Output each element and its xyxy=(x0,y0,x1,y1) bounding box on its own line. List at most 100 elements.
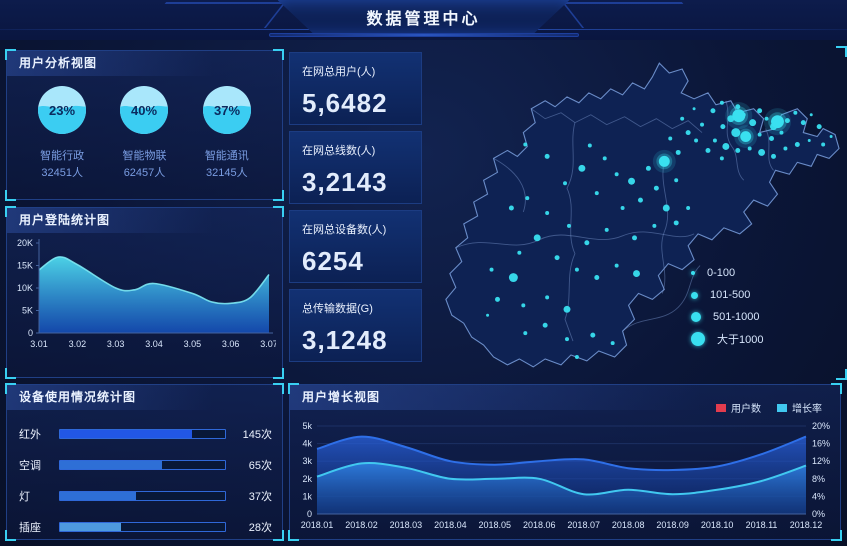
device-bar-fill xyxy=(60,460,163,469)
corner-decoration xyxy=(5,206,16,217)
map-bubble xyxy=(489,267,494,272)
map-outline xyxy=(445,62,840,368)
page-title: 数据管理中心 xyxy=(366,10,481,28)
growth-right-tick-label: 20% xyxy=(812,421,830,431)
growth-legend-label: 增长率 xyxy=(792,404,822,415)
corner-decoration xyxy=(288,530,299,541)
growth-left-tick-label: 0 xyxy=(307,509,312,519)
map-bubble xyxy=(784,118,790,124)
map-bubble xyxy=(662,204,670,212)
map-bubble xyxy=(758,148,766,156)
map-bubble xyxy=(652,223,657,228)
growth-left-tick-label: 5k xyxy=(302,421,312,431)
map-internal-borders xyxy=(455,100,774,342)
map-bubble xyxy=(735,147,741,153)
panel-user-growth: 用户增长视图 用户数 增长率 0 0% 1k 4% 2k 8% 3k 12% 4k 16% 5k 20%… xyxy=(288,383,842,541)
map-bubble xyxy=(563,305,571,313)
login-area-chart: 0 5K 10K 15K 20K 3.01 3.02 3.03 3.04 3.05 3.06 3.07 xyxy=(17,238,278,349)
panel-device-usage: 设备使用情况统计图 红外145次空调65次灯37次插座28次窗帘24次 xyxy=(5,383,284,541)
login-y-tick-label: 10K xyxy=(17,283,33,293)
map-bubble xyxy=(779,130,784,135)
device-bar-track xyxy=(59,428,226,439)
map-bubble xyxy=(486,313,490,317)
growth-x-tick-label: 2018.10 xyxy=(701,520,734,530)
device-bar-row: 红外 145次 xyxy=(19,426,272,441)
map-bubble xyxy=(602,156,607,161)
map-bubble xyxy=(584,240,590,246)
map-bubble xyxy=(594,275,600,281)
map-bubble xyxy=(749,119,757,127)
map-bubble xyxy=(800,120,806,126)
login-x-tick-label: 3.03 xyxy=(107,339,125,349)
map-bubble xyxy=(525,196,530,201)
login-area xyxy=(39,256,269,333)
stat-value: 5,6482 xyxy=(302,88,388,118)
map-bubble xyxy=(645,165,651,171)
map-legend-dot-icon xyxy=(691,271,695,275)
map-bubble xyxy=(508,273,518,283)
login-x-tick-label: 3.05 xyxy=(184,339,202,349)
growth-x-tick-label: 2018.12 xyxy=(790,520,823,530)
map-bubble xyxy=(637,197,643,203)
login-x-tick-label: 3.02 xyxy=(69,339,87,349)
login-x-tick-label: 3.06 xyxy=(222,339,240,349)
map-bubble xyxy=(614,172,619,177)
gauge-count: 62457人 xyxy=(123,167,166,179)
map-bubble xyxy=(793,110,798,115)
growth-legend-item[interactable]: 用户数 xyxy=(716,400,761,415)
map-legend-dot-icon xyxy=(691,332,705,346)
device-bar-chart: 红外145次空调65次灯37次插座28次窗帘24次 xyxy=(7,410,282,546)
gauge-circle: 23% xyxy=(38,86,87,134)
growth-x-tick-label: 2018.01 xyxy=(301,520,334,530)
map-bubble xyxy=(829,135,833,139)
growth-legend-swatch-icon xyxy=(716,403,726,412)
region-bubble-map xyxy=(445,62,840,368)
growth-rate-line xyxy=(316,462,807,496)
map-bubble xyxy=(604,227,609,232)
map-bubble xyxy=(633,270,640,278)
corner-decoration xyxy=(836,369,847,380)
map-legend-label: 大于1000 xyxy=(717,334,764,346)
corner-decoration xyxy=(273,530,284,541)
growth-rate-area xyxy=(317,463,806,514)
gauge-count: 32451人 xyxy=(41,167,83,179)
map-legend-dot-icon xyxy=(691,291,698,299)
map-bubble xyxy=(554,255,560,261)
map-bubble xyxy=(632,235,637,241)
growth-right-tick-label: 12% xyxy=(812,456,830,466)
growth-left-tick-label: 3k xyxy=(302,456,312,466)
map-bubble xyxy=(675,149,681,155)
map-bubbles xyxy=(486,100,833,359)
map-bubble xyxy=(545,295,550,300)
map-bubble xyxy=(545,211,550,215)
gauge-percent: 37% xyxy=(214,103,240,118)
map-bubble xyxy=(692,107,696,111)
panel-title-login-stats: 用户登陆统计图 xyxy=(7,208,282,233)
stat-label: 在网总用户(人) xyxy=(302,66,376,78)
gauge-label: 智能通讯 xyxy=(204,150,249,162)
map-bubble xyxy=(735,104,741,110)
map-bubble xyxy=(700,122,705,127)
map-bubble xyxy=(694,138,699,143)
map-bubble xyxy=(807,139,811,143)
map-bubble xyxy=(628,177,636,185)
map-bubble xyxy=(567,223,571,228)
growth-x-tick-label: 2018.02 xyxy=(345,520,378,530)
login-y-tick-label: 0 xyxy=(28,328,33,338)
map-bubble xyxy=(668,136,673,141)
corner-decoration xyxy=(273,383,284,394)
growth-x-tick-label: 2018.09 xyxy=(656,520,689,530)
device-bar-track xyxy=(59,459,226,470)
device-bar-label: 灯 xyxy=(19,490,30,503)
map-bubble xyxy=(794,142,800,147)
growth-x-tick-label: 2018.11 xyxy=(746,520,778,530)
map-bubble xyxy=(680,116,685,121)
growth-legend-item[interactable]: 增长率 xyxy=(777,400,822,415)
corner-decoration xyxy=(5,368,16,379)
device-bar-label: 插座 xyxy=(19,521,41,534)
device-bar-fill xyxy=(60,522,122,531)
stat-label: 在网总线数(人) xyxy=(302,145,376,157)
header-right-wing-decoration xyxy=(561,2,702,28)
growth-chart-legend: 用户数 增长率 xyxy=(700,400,822,415)
map-bubble xyxy=(594,191,599,196)
